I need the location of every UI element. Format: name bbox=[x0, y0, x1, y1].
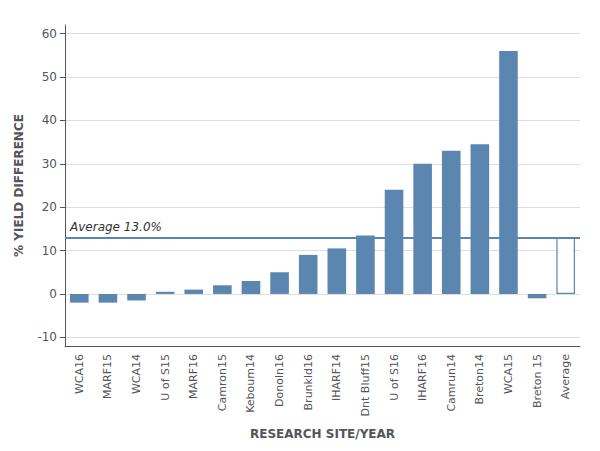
svg-text:WCA16: WCA16 bbox=[73, 354, 86, 394]
svg-text:WCA15: WCA15 bbox=[502, 354, 515, 394]
svg-text:Keboum14: Keboum14 bbox=[244, 354, 257, 413]
svg-text:Breton 15: Breton 15 bbox=[531, 354, 544, 408]
svg-text:U of S16: U of S16 bbox=[388, 354, 401, 401]
svg-text:MARF15: MARF15 bbox=[101, 354, 114, 399]
svg-text:U of S15: U of S15 bbox=[159, 354, 172, 401]
svg-text:Average 13.0%: Average 13.0% bbox=[69, 220, 162, 234]
svg-text:RESEARCH SITE/YEAR: RESEARCH SITE/YEAR bbox=[250, 427, 395, 441]
svg-text:0: 0 bbox=[49, 287, 57, 301]
svg-text:40: 40 bbox=[42, 113, 57, 127]
svg-text:Donoln16: Donoln16 bbox=[273, 354, 286, 407]
svg-text:10: 10 bbox=[42, 244, 57, 258]
svg-text:IHARF16: IHARF16 bbox=[416, 354, 429, 401]
svg-text:Breton14: Breton14 bbox=[473, 354, 486, 405]
svg-text:20: 20 bbox=[42, 200, 57, 214]
svg-text:WCA14: WCA14 bbox=[130, 354, 143, 394]
svg-text:30: 30 bbox=[42, 157, 57, 171]
svg-text:Camron15: Camron15 bbox=[216, 354, 229, 411]
svg-text:MARF16: MARF16 bbox=[187, 354, 200, 399]
svg-text:60: 60 bbox=[42, 27, 57, 41]
svg-text:50: 50 bbox=[42, 70, 57, 84]
svg-text:% YIELD DIFFERENCE: % YIELD DIFFERENCE bbox=[12, 114, 26, 257]
svg-text:Camrun14: Camrun14 bbox=[445, 354, 458, 412]
svg-text:IHARF14: IHARF14 bbox=[330, 354, 343, 401]
svg-text:Dnt Bluff15: Dnt Bluff15 bbox=[359, 354, 372, 416]
svg-text:Brunkld16: Brunkld16 bbox=[302, 354, 315, 410]
svg-text:Average: Average bbox=[559, 354, 572, 399]
svg-text:-10: -10 bbox=[37, 330, 57, 344]
